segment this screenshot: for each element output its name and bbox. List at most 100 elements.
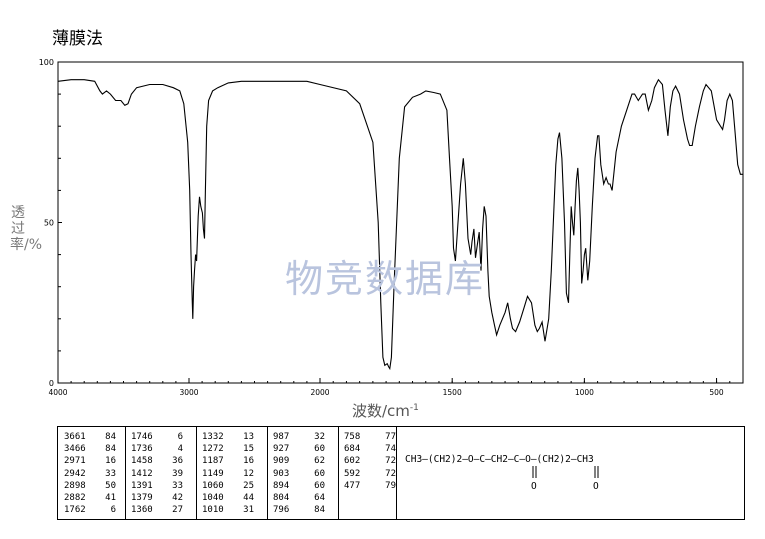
peak-transmittance: 50 [105,480,116,491]
peak-row: 758 77 [344,431,396,443]
peak-wavenumber: 1391 [131,480,153,491]
y-tick-label: 100 [39,58,54,67]
peak-row: 1272 15 [202,443,254,455]
peak-wavenumber: 1379 [131,493,153,503]
peak-row: 927 60 [273,443,325,455]
peak-table-column: 987 32 927 60 909 62 903 60 894 60 804 64 796 84 [267,427,339,519]
peak-transmittance: 31 [243,505,254,516]
peak-row: 1736 4 [131,443,183,455]
peak-wavenumber: 1360 [131,505,153,516]
peak-transmittance: 41 [105,493,116,503]
x-tick-label: 500 [709,388,724,397]
peak-wavenumber: 684 [344,444,361,455]
peak-wavenumber: 1149 [202,468,224,479]
peak-transmittance: 39 [172,468,183,479]
peak-wavenumber: 1040 [202,493,224,503]
peak-wavenumber: 1412 [131,468,153,479]
peak-transmittance: 33 [105,468,116,479]
peak-row: 592 72 [344,468,396,480]
peak-wavenumber: 758 [344,432,361,442]
peak-row: 3661 84 [64,431,116,443]
peak-transmittance: 60 [314,480,325,491]
peak-transmittance: 77 [385,432,396,442]
peak-transmittance: 64 [314,493,325,503]
peak-table: 3661 84 3466 84 2971 16 2942 33 2898 50 2882 41 1762… [57,426,745,520]
peak-transmittance: 16 [105,456,116,467]
peak-row: 1458 36 [131,455,183,467]
peak-wavenumber: 1458 [131,456,153,467]
peak-wavenumber: 2942 [64,468,86,479]
peak-row: 2942 33 [64,468,116,480]
peak-row: 1379 42 [131,492,183,504]
peak-transmittance: 13 [243,432,254,442]
peak-row: 796 84 [273,504,325,516]
peak-row: 987 32 [273,431,325,443]
watermark-text: 物竞数据库 [285,257,486,301]
peak-row: 804 64 [273,492,325,504]
peak-table-column: 758 77 684 74 602 72 592 72 477 79 [338,427,397,519]
peak-wavenumber: 804 [273,493,290,503]
peak-row: 1332 13 [202,431,254,443]
peak-wavenumber: 602 [344,456,361,467]
x-tick-label: 3000 [179,388,198,397]
peak-wavenumber: 1060 [202,480,224,491]
peak-row: 602 72 [344,455,396,467]
peak-row: 1040 44 [202,492,254,504]
peak-transmittance: 6 [110,505,116,516]
peak-wavenumber: 2882 [64,493,86,503]
molecule-structure: CH3—(CH2)2—O—C—CH2—C—O—(CH2)2—CH3 O O [405,454,599,492]
peak-wavenumber: 1332 [202,432,224,442]
peak-row: 894 60 [273,480,325,492]
peak-wavenumber: 927 [273,444,290,455]
peak-wavenumber: 903 [273,468,290,479]
peak-row: 909 62 [273,455,325,467]
peak-transmittance: 79 [385,480,396,491]
peak-row: 1010 31 [202,504,254,516]
peak-wavenumber: 3661 [64,432,86,442]
x-ticks: 4000 3000 2000 1500 1000 500 [48,378,731,397]
peak-transmittance: 60 [314,444,325,455]
peak-row: 1762 6 [64,504,116,516]
carbonyl-oxygen-2: O [593,481,599,492]
peak-row: 1187 16 [202,455,254,467]
structure-formula: CH3—(CH2)2—O—C—CH2—C—O—(CH2)2—CH3 [405,454,594,465]
peak-wavenumber: 987 [273,432,290,442]
peak-wavenumber: 1762 [64,505,86,516]
peak-wavenumber: 592 [344,468,361,479]
peak-transmittance: 62 [314,456,325,467]
peak-wavenumber: 796 [273,505,290,516]
plot-frame [57,61,744,384]
x-tick-label: 1500 [443,388,462,397]
peak-transmittance: 42 [172,493,183,503]
x-tick-label: 2000 [310,388,329,397]
peak-wavenumber: 1746 [131,432,153,442]
carbonyl-oxygen-1: O [531,481,537,492]
y-tick-label: 0 [49,379,54,388]
peak-row: 1412 39 [131,468,183,480]
peak-transmittance: 74 [385,444,396,455]
peak-transmittance: 44 [243,493,254,503]
peak-wavenumber: 2898 [64,480,86,491]
peak-transmittance: 25 [243,480,254,491]
x-axis-label-text: 波数/cm [352,402,410,420]
peak-transmittance: 72 [385,456,396,467]
method-label: 薄膜法 [52,29,103,49]
peak-wavenumber: 1010 [202,505,224,516]
peak-transmittance: 12 [243,468,254,479]
y-axis-label: 透过率/% [10,205,43,253]
peak-transmittance: 72 [385,468,396,479]
peak-wavenumber: 1272 [202,444,224,455]
peak-row: 1060 25 [202,480,254,492]
peak-row: 1360 27 [131,504,183,516]
peak-table-column: 1746 6 1736 4 1458 36 1412 39 1391 33 1379 42 1360 27 [125,427,197,519]
peak-row: 1149 12 [202,468,254,480]
peak-row: 2898 50 [64,480,116,492]
peak-row: 3466 84 [64,443,116,455]
x-axis-label-exponent: -1 [409,403,419,413]
peak-row: 684 74 [344,443,396,455]
peak-transmittance: 60 [314,468,325,479]
peak-wavenumber: 3466 [64,444,86,455]
peak-transmittance: 6 [177,432,183,442]
peak-transmittance: 15 [243,444,254,455]
